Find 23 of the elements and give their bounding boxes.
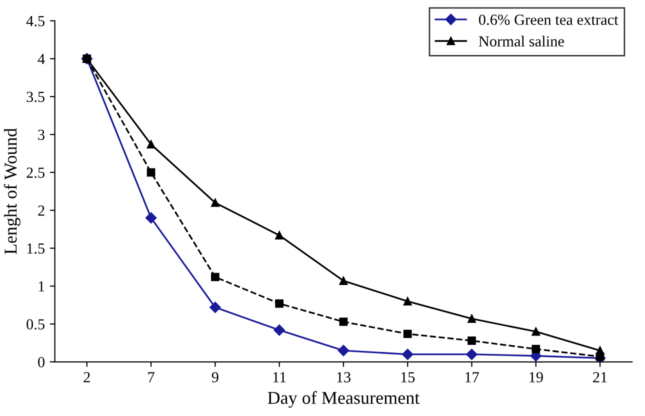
y-tick-label: 3.5	[26, 92, 45, 102]
x-tick-label: 9	[212, 372, 218, 382]
legend-label: 0.6% Green tea extract	[478, 14, 618, 25]
y-tick-label: 2	[38, 205, 44, 216]
legend-label: Normal saline	[478, 36, 564, 47]
y-tick-label: 1.5	[27, 243, 45, 254]
y-tick-label: 3	[38, 130, 45, 140]
y-tick-label: 0	[38, 357, 45, 368]
x-tick-label: 7	[148, 372, 154, 382]
y-axis-title: Lenght of Wound	[4, 128, 20, 254]
x-tick-label: 11	[273, 372, 286, 382]
y-tick-label: 2.5	[26, 168, 45, 178]
y-tick-label: 4.5	[26, 16, 45, 26]
x-tick-label: 19	[530, 372, 543, 382]
y-tick-label: 1	[38, 281, 44, 292]
x-tick-label: 21	[593, 372, 607, 382]
x-axis-title: Day of Measurement	[268, 391, 420, 408]
y-tick-label: 4	[38, 54, 45, 64]
y-tick-label: 0.5	[26, 319, 45, 330]
x-tick-label: 17	[465, 372, 479, 382]
x-tick-label: 2	[84, 372, 90, 382]
x-tick-label: 15	[401, 372, 415, 382]
x-tick-label: 13	[337, 372, 351, 382]
